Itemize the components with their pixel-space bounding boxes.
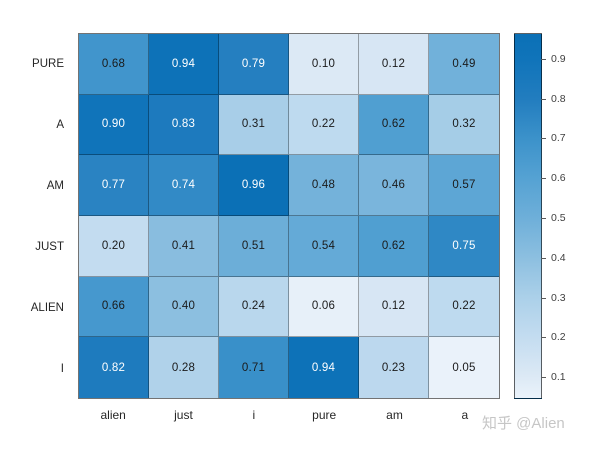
colorbar-tick-mark <box>541 99 546 100</box>
colorbar-tick-label: 0.6 <box>551 172 566 184</box>
heatmap-cell: 0.90 <box>79 94 149 156</box>
heatmap-cell: 0.54 <box>289 216 359 277</box>
heatmap-cell: 0.48 <box>289 155 359 216</box>
x-axis-label: am <box>386 408 403 422</box>
heatmap-cell: 0.51 <box>219 216 289 277</box>
heatmap-cell: 0.82 <box>79 337 149 398</box>
heatmap-cell: 0.40 <box>149 276 219 338</box>
heatmap-cell: 0.22 <box>289 94 359 156</box>
heatmap-cell: 0.20 <box>79 216 149 277</box>
heatmap-cell: 0.71 <box>219 337 289 398</box>
colorbar-tick-mark <box>541 298 546 299</box>
heatmap-cell: 0.96 <box>219 155 289 216</box>
heatmap-cell: 0.12 <box>359 276 429 338</box>
heatmap-cell: 0.66 <box>79 276 149 338</box>
heatmap-cell: 0.32 <box>429 94 499 156</box>
y-axis-label: AM <box>46 179 64 192</box>
heatmap-cell: 0.05 <box>429 337 499 398</box>
x-axis-label: pure <box>312 408 337 422</box>
y-axis-label: PURE <box>32 57 64 70</box>
y-axis-label: A <box>56 118 64 131</box>
x-axis-label: alien <box>100 408 126 422</box>
heatmap-cell: 0.75 <box>429 216 499 277</box>
heatmap-cell: 0.83 <box>149 94 219 156</box>
heatmap-cell: 0.94 <box>149 34 219 95</box>
heatmap-cell: 0.12 <box>359 34 429 95</box>
heatmap-cell: 0.24 <box>219 276 289 338</box>
colorbar-tick-label: 0.8 <box>551 93 566 105</box>
heatmap-cell: 0.31 <box>219 94 289 156</box>
x-axis-label: a <box>461 408 469 422</box>
colorbar-tick-mark <box>541 258 546 259</box>
colorbar-tick-mark <box>541 59 546 60</box>
colorbar-tick-mark <box>541 377 546 378</box>
heatmap-grid: 0.68 0.94 0.79 0.10 0.12 0.49 0.90 0.83 0.31 0.22… <box>78 33 500 399</box>
heatmap-cell: 0.23 <box>359 337 429 398</box>
colorbar-tick-mark <box>541 218 546 219</box>
colorbar-tick-label: 0.9 <box>551 53 566 65</box>
colorbar-tick-label: 0.5 <box>551 212 566 224</box>
y-axis-label: I <box>60 362 64 375</box>
y-axis-label: ALIEN <box>30 301 64 314</box>
colorbar-tick-mark <box>541 337 546 338</box>
x-axis-label: just <box>174 408 193 422</box>
heatmap-cell: 0.22 <box>429 276 499 338</box>
colorbar-tick-label: 0.3 <box>551 292 566 304</box>
heatmap-cell: 0.62 <box>359 94 429 156</box>
x-axis-label: i <box>252 408 256 422</box>
heatmap-cell: 0.49 <box>429 34 499 95</box>
colorbar-tick-mark <box>541 138 546 139</box>
heatmap-cell: 0.74 <box>149 155 219 216</box>
heatmap-cell: 0.41 <box>149 216 219 277</box>
watermark: 知乎 @Alien <box>482 415 565 432</box>
heatmap-cell: 0.68 <box>79 34 149 95</box>
colorbar-tick-label: 0.2 <box>551 331 566 343</box>
heatmap-cell: 0.57 <box>429 155 499 216</box>
colorbar-tick-mark <box>541 178 546 179</box>
heatmap-cell: 0.77 <box>79 155 149 216</box>
heatmap-cell: 0.79 <box>219 34 289 95</box>
y-axis-label: JUST <box>35 240 64 253</box>
heatmap-cell: 0.06 <box>289 276 359 338</box>
heatmap-cell: 0.62 <box>359 216 429 277</box>
colorbar-tick-label: 0.4 <box>551 252 566 264</box>
colorbar <box>514 33 542 399</box>
heatmap-cell: 0.10 <box>289 34 359 95</box>
colorbar-tick-label: 0.1 <box>551 371 566 383</box>
heatmap-cell: 0.94 <box>289 337 359 398</box>
colorbar-tick-label: 0.7 <box>551 132 566 144</box>
heatmap-cell: 0.46 <box>359 155 429 216</box>
heatmap-cell: 0.28 <box>149 337 219 398</box>
